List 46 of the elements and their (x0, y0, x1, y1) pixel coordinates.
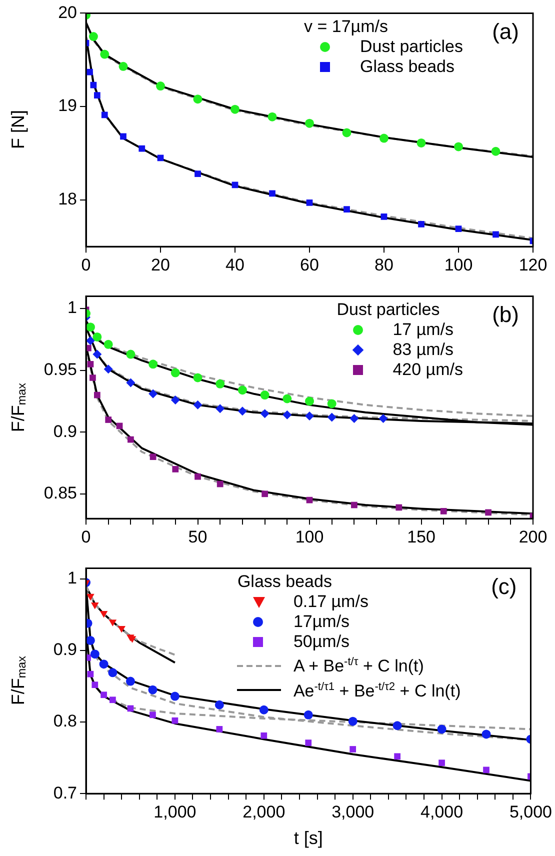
x-tick-label: 100 (295, 527, 324, 546)
x-tick-label: 50 (188, 527, 208, 546)
x-tick-label: 80 (374, 255, 394, 274)
legend-label: 420 µm/s (392, 360, 463, 380)
y-tick-label: 20 (58, 2, 77, 22)
x-tick-label: 150 (407, 527, 436, 546)
x-tick-label: 5,000 (509, 802, 552, 822)
y-tick-label: 18 (58, 190, 77, 209)
y-tick-label: 0.85 (44, 484, 77, 503)
legend-label: Ae$^{-t/τ1}$ + Be$^{-t/τ2}$ + C ln(t) (293, 680, 461, 702)
y-tick-label: 0.95 (44, 360, 77, 380)
x-tick-label: 3,000 (332, 802, 374, 822)
legend-label: 17µm/s (293, 612, 350, 632)
y-tick-label: 0.9 (53, 422, 77, 441)
legend-label: 83 µm/s (392, 340, 454, 360)
y-tick-label: 1 (68, 298, 77, 318)
y-tick-label: 0.9 (53, 640, 77, 660)
annotation: (a) (492, 19, 519, 46)
legend-title: Glass beads (237, 572, 333, 592)
legend-title: v = 17µm/s (304, 17, 389, 38)
x-tick-label: 40 (226, 255, 244, 274)
y-tick-label: 1 (68, 568, 77, 588)
y-tick-label: 0.8 (53, 712, 77, 731)
y-tick-label: 19 (58, 96, 77, 116)
x-tick-label: 0 (81, 527, 91, 546)
x-tick-label: 0 (81, 255, 91, 274)
x-tick-label: 100 (444, 255, 473, 274)
x-tick-label: 20 (151, 255, 170, 274)
x-axis-title: t [s] (294, 828, 323, 849)
x-tick-label: 60 (300, 255, 319, 274)
legend-label: Glass beads (360, 57, 455, 78)
annotation: (c) (491, 574, 517, 600)
legend-label: A + Be$^{-t/τ}$ + C ln(t) (293, 655, 424, 677)
legend-label: 17 µm/s (392, 320, 454, 340)
legend-label: 0.17 µm/s (293, 592, 368, 612)
x-tick-label: 1,000 (154, 802, 196, 822)
annotation: (b) (492, 302, 519, 328)
y-axis-title: F [N] (8, 110, 29, 150)
legend-title: Dust particles (336, 300, 441, 320)
legend-label: 50µm/s (293, 632, 350, 652)
x-tick-label: 200 (518, 527, 548, 546)
x-tick-label: 120 (518, 255, 548, 274)
x-tick-label: 4,000 (420, 802, 464, 822)
legend-label: Dust particles (360, 37, 463, 58)
y-tick-label: 0.7 (53, 783, 77, 802)
x-tick-label: 2,000 (242, 802, 286, 822)
